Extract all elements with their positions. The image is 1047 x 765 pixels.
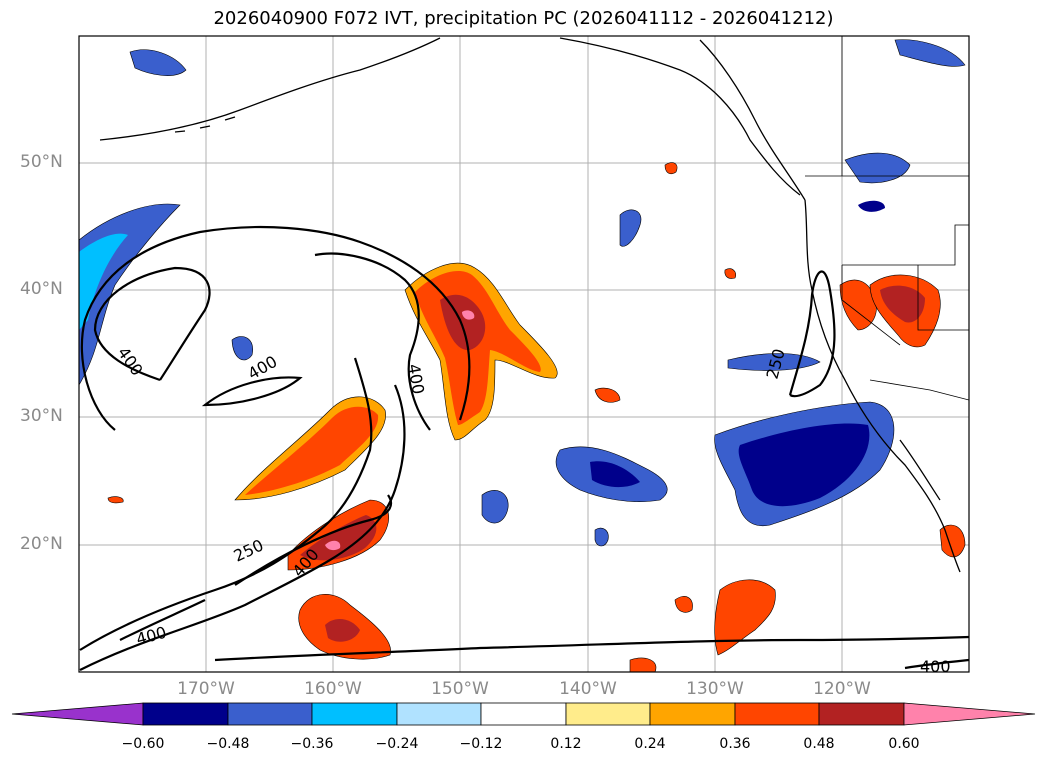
ivt-400-left [93, 266, 211, 382]
pos-region-nevada-core [880, 285, 925, 323]
colorbar-segment [396, 702, 482, 726]
pos-region-north-pac-peak [462, 310, 475, 320]
colorbar-label: −0.48 [206, 736, 250, 752]
lat-label: 30°N [20, 406, 63, 426]
pos-region-north-pac-core [440, 294, 486, 351]
colorbar-label: −0.60 [121, 736, 165, 752]
colorbar-label: 0.60 [888, 736, 920, 752]
ivt-400-lower [119, 599, 206, 641]
lat-label: 50°N [20, 152, 63, 172]
ivt-400-right [314, 252, 431, 431]
pos-region-se3 [674, 596, 693, 613]
coastlines [99, 37, 961, 573]
baja [899, 439, 941, 501]
colorbar-label: 0.48 [803, 736, 835, 752]
neg-region-central-core [590, 461, 640, 488]
neg-region-nw [129, 49, 187, 76]
ivt-ca [788, 270, 836, 398]
ivt-250-lower2 [79, 384, 406, 671]
neg-region-ne-band [727, 353, 821, 371]
positive-precip-regions [107, 162, 966, 672]
colorbar-segment [649, 702, 736, 726]
pos-region-small-c [107, 496, 124, 504]
neg-region-bc [844, 152, 911, 184]
colorbar-label: −0.12 [459, 736, 503, 752]
lat-label: 40°N [20, 279, 63, 299]
colorbar-segment [818, 702, 905, 726]
colorbar-segment [480, 702, 567, 726]
lon-label: 150°W [431, 679, 489, 699]
bc-coast [699, 39, 806, 201]
colorbar-label: −0.24 [375, 736, 419, 752]
colorbar-arrow-right [903, 702, 1036, 726]
lon-label: 140°W [559, 679, 617, 699]
colorbar-label: 0.12 [550, 736, 582, 752]
neg-region-c2 [481, 490, 509, 524]
map-title: 2026040900 F072 IVT, precipitation PC (2… [213, 8, 834, 29]
alaska-coast [99, 37, 441, 141]
ivt-contours [79, 225, 969, 671]
pos-region-sw-low-core [300, 515, 377, 561]
political-borders [805, 36, 969, 401]
neg-region-ne [894, 39, 966, 67]
aleutians [174, 116, 236, 133]
map-frame [78, 35, 970, 673]
pos-region-california [839, 279, 877, 331]
contour-label: 400 [920, 657, 951, 676]
ivt-250-lower [79, 357, 373, 651]
pos-region-south-core [325, 618, 360, 642]
pos-region-small-e [629, 657, 657, 672]
pos-region-sw-band-core [245, 406, 379, 495]
neg-region-bc-core [858, 200, 885, 212]
pos-region-small-d [724, 268, 737, 279]
colorbar [11, 702, 1036, 726]
neg-region-alaska-gulf [619, 209, 642, 247]
ivt-bottom-right [904, 658, 969, 670]
colorbar-label: −0.36 [290, 736, 334, 752]
ivt-bottom [214, 635, 969, 662]
neg-region-c3 [594, 527, 609, 547]
pos-region-se [714, 579, 776, 656]
ivt-250-band [234, 494, 393, 586]
colorbar-segment [565, 702, 651, 726]
lon-label: 170°W [177, 679, 235, 699]
lon-label: 120°W [813, 679, 871, 699]
lon-label: 160°W [304, 679, 362, 699]
ivt-400-mid [201, 376, 303, 407]
colorbar-segment [227, 702, 313, 726]
pos-region-small-a [594, 387, 621, 403]
colorbar-segment [142, 702, 229, 726]
neg-region-small-a [231, 336, 253, 361]
lon-label: 130°W [686, 679, 744, 699]
pos-region-sw-low-peak [325, 540, 341, 551]
neg-region-east-core [738, 423, 870, 507]
colorbar-segment [734, 702, 820, 726]
colorbar-label: 0.24 [634, 736, 666, 752]
colorbar-arrow-left [11, 702, 144, 726]
colorbar-segment [311, 702, 398, 726]
colorbar-label: 0.36 [719, 736, 751, 752]
gulf-alaska-coast [559, 37, 801, 196]
pos-region-small-b [664, 162, 678, 175]
lat-label: 20°N [20, 534, 63, 554]
us-west-coast [804, 199, 961, 573]
ivt-250-outer [80, 225, 471, 431]
